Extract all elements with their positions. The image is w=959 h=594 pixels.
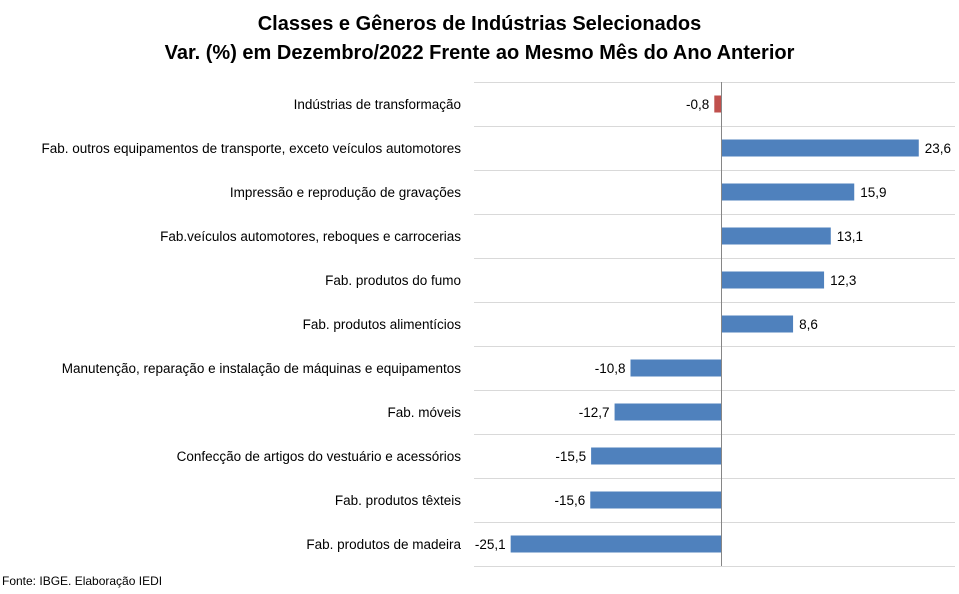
category-label: Fab. móveis (387, 405, 461, 420)
category-label: Impressão e reprodução de gravações (230, 185, 461, 200)
value-label: 15,9 (860, 185, 886, 200)
bar (510, 535, 721, 553)
chart-title-line1: Classes e Gêneros de Indústrias Selecion… (257, 13, 702, 35)
bar (614, 403, 721, 421)
bars (510, 95, 919, 553)
value-label: 8,6 (799, 317, 818, 332)
bar (630, 359, 721, 377)
bar (721, 183, 855, 201)
category-label: Fab.veículos automotores, reboques e car… (160, 229, 461, 244)
category-label: Fab. produtos de madeira (306, 537, 461, 552)
bar (721, 139, 919, 157)
chart-subtitle: Var. (%) em Dezembro/2022 Frente ao Mesm… (164, 42, 795, 64)
gridlines (474, 82, 955, 567)
category-label: Fab. produtos alimentícios (303, 317, 462, 332)
bar (590, 491, 721, 509)
value-label: -10,8 (595, 361, 626, 376)
category-label: Indústrias de transformação (294, 97, 461, 112)
value-label: 13,1 (837, 229, 863, 244)
category-label: Fab. outros equipamentos de transporte, … (42, 141, 462, 156)
value-label: -15,5 (555, 449, 586, 464)
value-label: 12,3 (830, 273, 856, 288)
bar (721, 315, 794, 333)
source-note: Fonte: IBGE. Elaboração IEDI (2, 574, 163, 588)
category-label: Manutenção, reparação e instalação de má… (62, 361, 462, 376)
bar (591, 447, 721, 465)
category-label: Fab. produtos têxteis (335, 493, 461, 508)
bar (721, 227, 831, 245)
value-label: -15,6 (554, 493, 585, 508)
labels: -0,8 Indústrias de transformação 23,6 Fab. … (42, 97, 952, 552)
category-label: Fab. produtos do fumo (325, 273, 461, 288)
category-label: Confecção de artigos do vestuário e aces… (177, 449, 462, 464)
bar (714, 95, 721, 113)
value-label: -0,8 (686, 97, 709, 112)
value-label: 23,6 (925, 141, 951, 156)
bar (721, 271, 825, 289)
value-label: -25,1 (475, 537, 506, 552)
value-label: -12,7 (579, 405, 610, 420)
chart-title: Classes e Gêneros de Indústrias Selecion… (0, 10, 959, 68)
